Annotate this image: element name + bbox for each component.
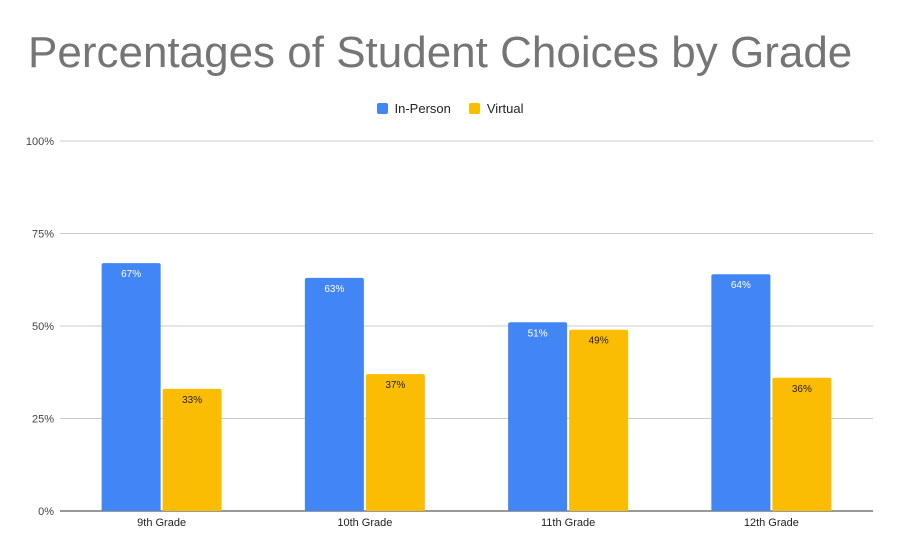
bar-virtual <box>365 374 425 511</box>
legend-item-virtual[interactable]: Virtual <box>468 100 524 116</box>
bar-in-person <box>101 263 161 511</box>
bar-in-person <box>508 322 568 511</box>
data-label: 49% <box>589 336 609 347</box>
bar-in-person <box>711 274 771 511</box>
legend-swatch-virtual <box>468 102 480 114</box>
x-tick-label: 12th Grade <box>744 517 799 529</box>
y-tick-label: 50% <box>32 321 54 333</box>
data-label: 33% <box>182 395 202 406</box>
x-tick-label: 10th Grade <box>337 517 392 529</box>
y-tick-label: 75% <box>32 229 54 241</box>
bar-virtual <box>569 329 629 511</box>
chart-legend: In-Person Virtual <box>0 98 900 118</box>
legend-item-in-person[interactable]: In-Person <box>376 100 451 116</box>
y-tick-label: 100% <box>26 136 54 148</box>
bar-virtual <box>772 377 832 511</box>
legend-label-virtual: Virtual <box>486 100 524 116</box>
data-label: 67% <box>121 269 141 280</box>
legend-label-in-person: In-Person <box>394 100 451 116</box>
y-tick-label: 0% <box>38 506 54 518</box>
data-label: 36% <box>792 384 812 395</box>
x-tick-label: 9th Grade <box>137 517 186 529</box>
data-label: 64% <box>731 280 751 291</box>
x-tick-label: 11th Grade <box>541 517 595 529</box>
bar-virtual <box>162 388 222 511</box>
chart-title: Percentages of Student Choices by Grade <box>28 28 853 77</box>
data-label: 51% <box>528 328 548 339</box>
data-label: 37% <box>385 380 405 391</box>
legend-swatch-in-person <box>376 102 388 114</box>
bar-in-person <box>304 277 364 511</box>
y-tick-label: 25% <box>32 414 54 426</box>
data-label: 63% <box>324 284 344 295</box>
